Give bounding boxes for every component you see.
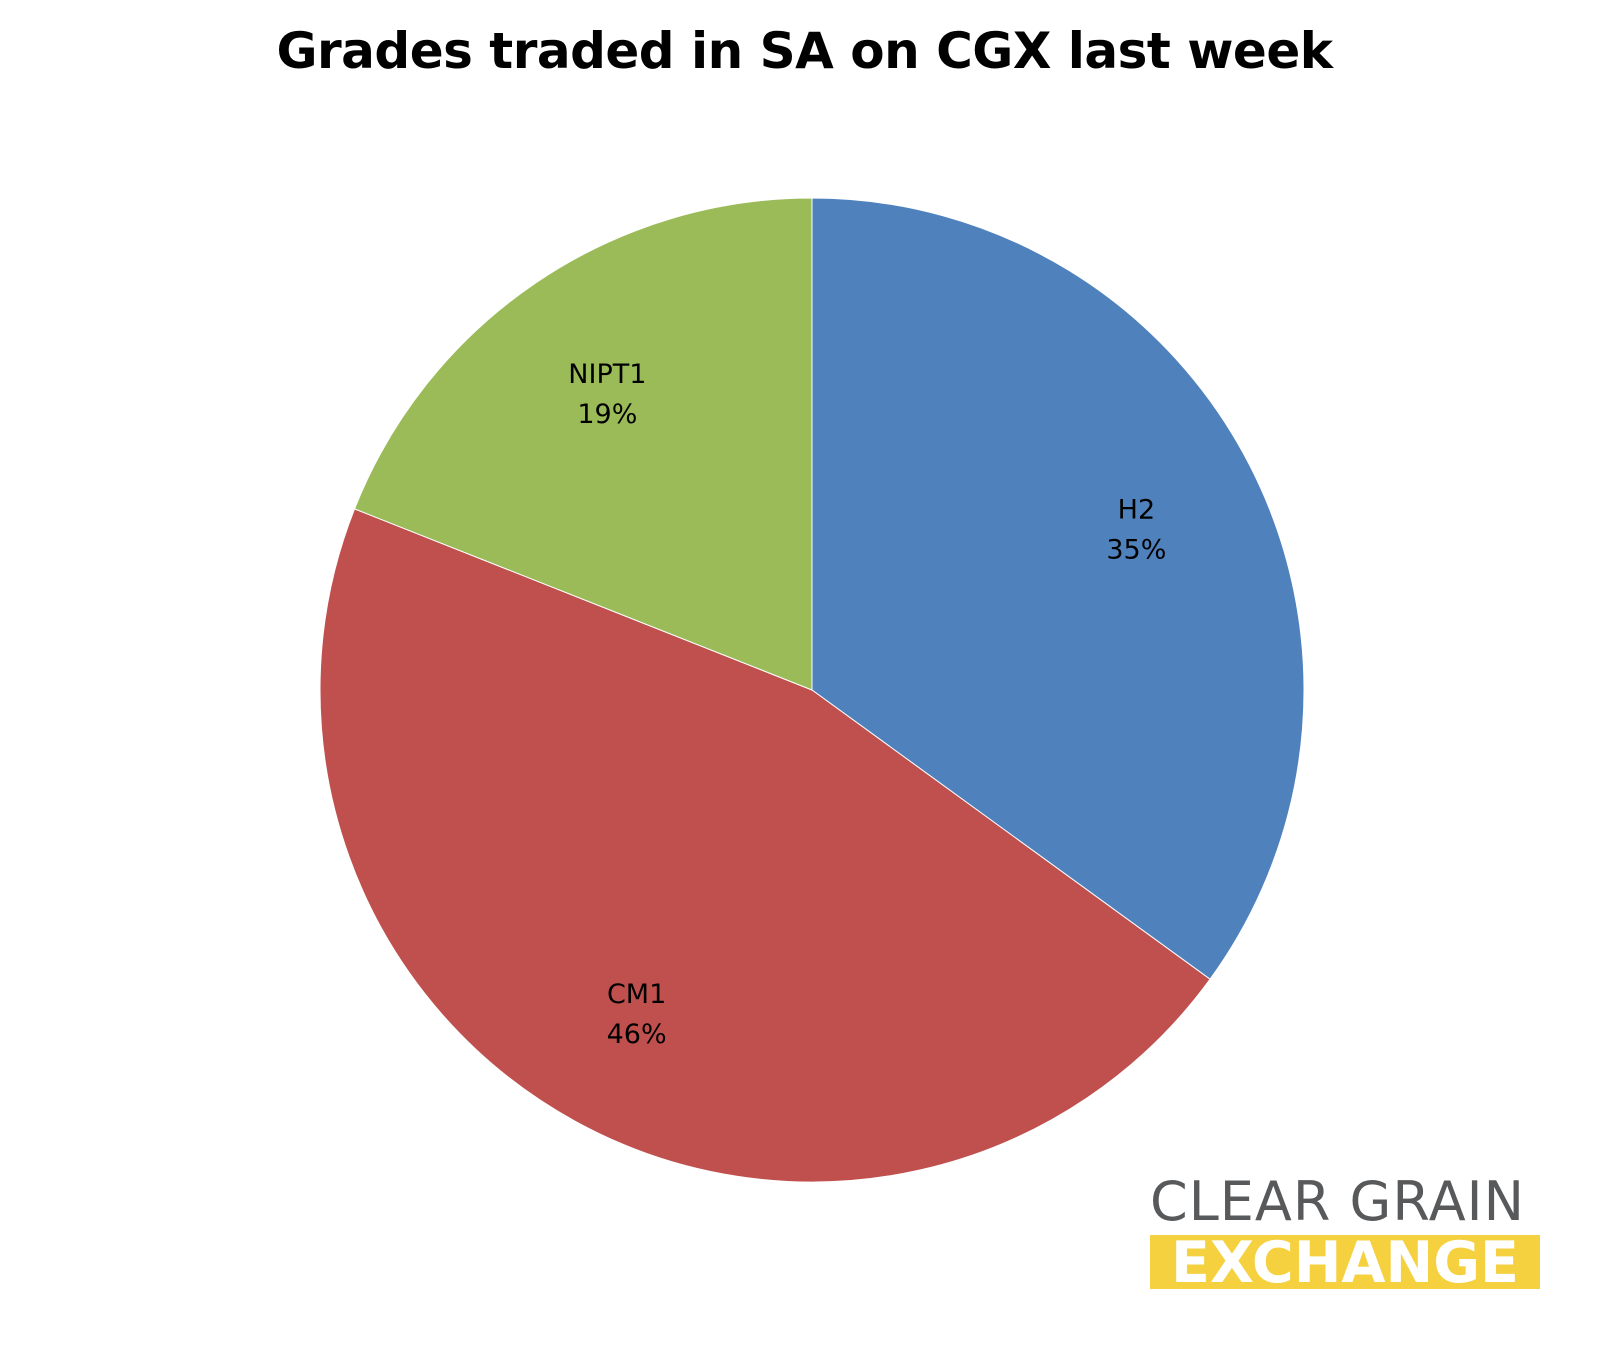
slice-label-h2: H2 — [1118, 495, 1155, 526]
chart-title: Grades traded in SA on CGX last week — [276, 22, 1333, 80]
pie-slice-h2 — [811, 197, 1305, 980]
logo-band: EXCHANGE — [1150, 1235, 1540, 1289]
slice-percent-nipt1: 19% — [577, 399, 637, 430]
slice-percent-h2: 35% — [1106, 535, 1166, 566]
pie-slice-nipt1 — [353, 197, 813, 691]
clear-grain-exchange-logo: CLEAR GRAIN EXCHANGE — [1150, 1172, 1540, 1290]
slice-label-cm1: CM1 — [607, 979, 666, 1010]
logo-line-1: CLEAR GRAIN — [1150, 1170, 1525, 1233]
slice-label-nipt1: NIPT1 — [568, 359, 646, 390]
pie-slice-cm1 — [319, 508, 1211, 1183]
slice-percent-cm1: 46% — [607, 1019, 667, 1050]
logo-line-2: EXCHANGE — [1171, 1235, 1519, 1289]
